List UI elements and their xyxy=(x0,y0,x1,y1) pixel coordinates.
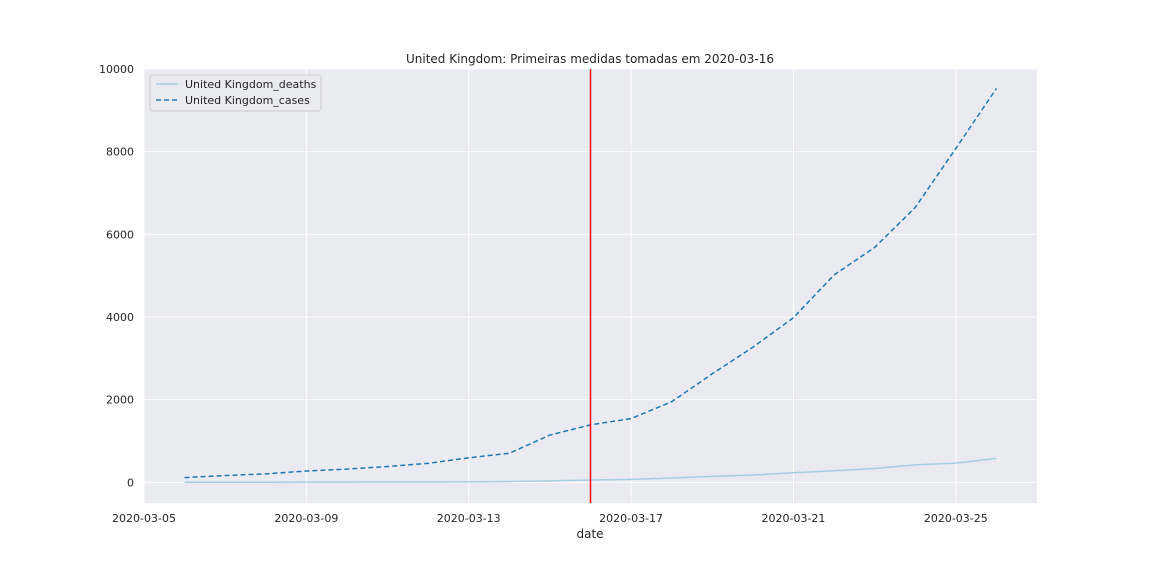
x-axis-label: date xyxy=(576,527,603,541)
y-tick-label: 10000 xyxy=(99,63,134,76)
x-tick-label: 2020-03-05 xyxy=(112,512,176,525)
legend-label-deaths: United Kingdom_deaths xyxy=(185,78,317,91)
y-tick-label: 6000 xyxy=(106,228,134,241)
y-tick-label: 4000 xyxy=(106,311,134,324)
x-tick-label: 2020-03-17 xyxy=(599,512,663,525)
x-tick-label: 2020-03-13 xyxy=(437,512,501,525)
y-tick-label: 0 xyxy=(127,476,134,489)
x-tick-label: 2020-03-21 xyxy=(761,512,825,525)
legend-label-cases: United Kingdom_cases xyxy=(185,94,310,107)
x-tick-label: 2020-03-09 xyxy=(274,512,338,525)
y-tick-label: 2000 xyxy=(106,394,134,407)
legend: United Kingdom_deaths United Kingdom_cas… xyxy=(149,74,322,112)
y-axis: 0 2000 4000 6000 8000 10000 xyxy=(99,63,134,489)
legend-box xyxy=(149,74,322,112)
x-axis: 2020-03-05 2020-03-09 2020-03-13 2020-03-17… xyxy=(112,512,988,525)
x-tick-label: 2020-03-25 xyxy=(924,512,988,525)
y-tick-label: 8000 xyxy=(106,146,134,159)
chart-title: United Kingdom: Primeiras medidas tomada… xyxy=(406,52,774,66)
